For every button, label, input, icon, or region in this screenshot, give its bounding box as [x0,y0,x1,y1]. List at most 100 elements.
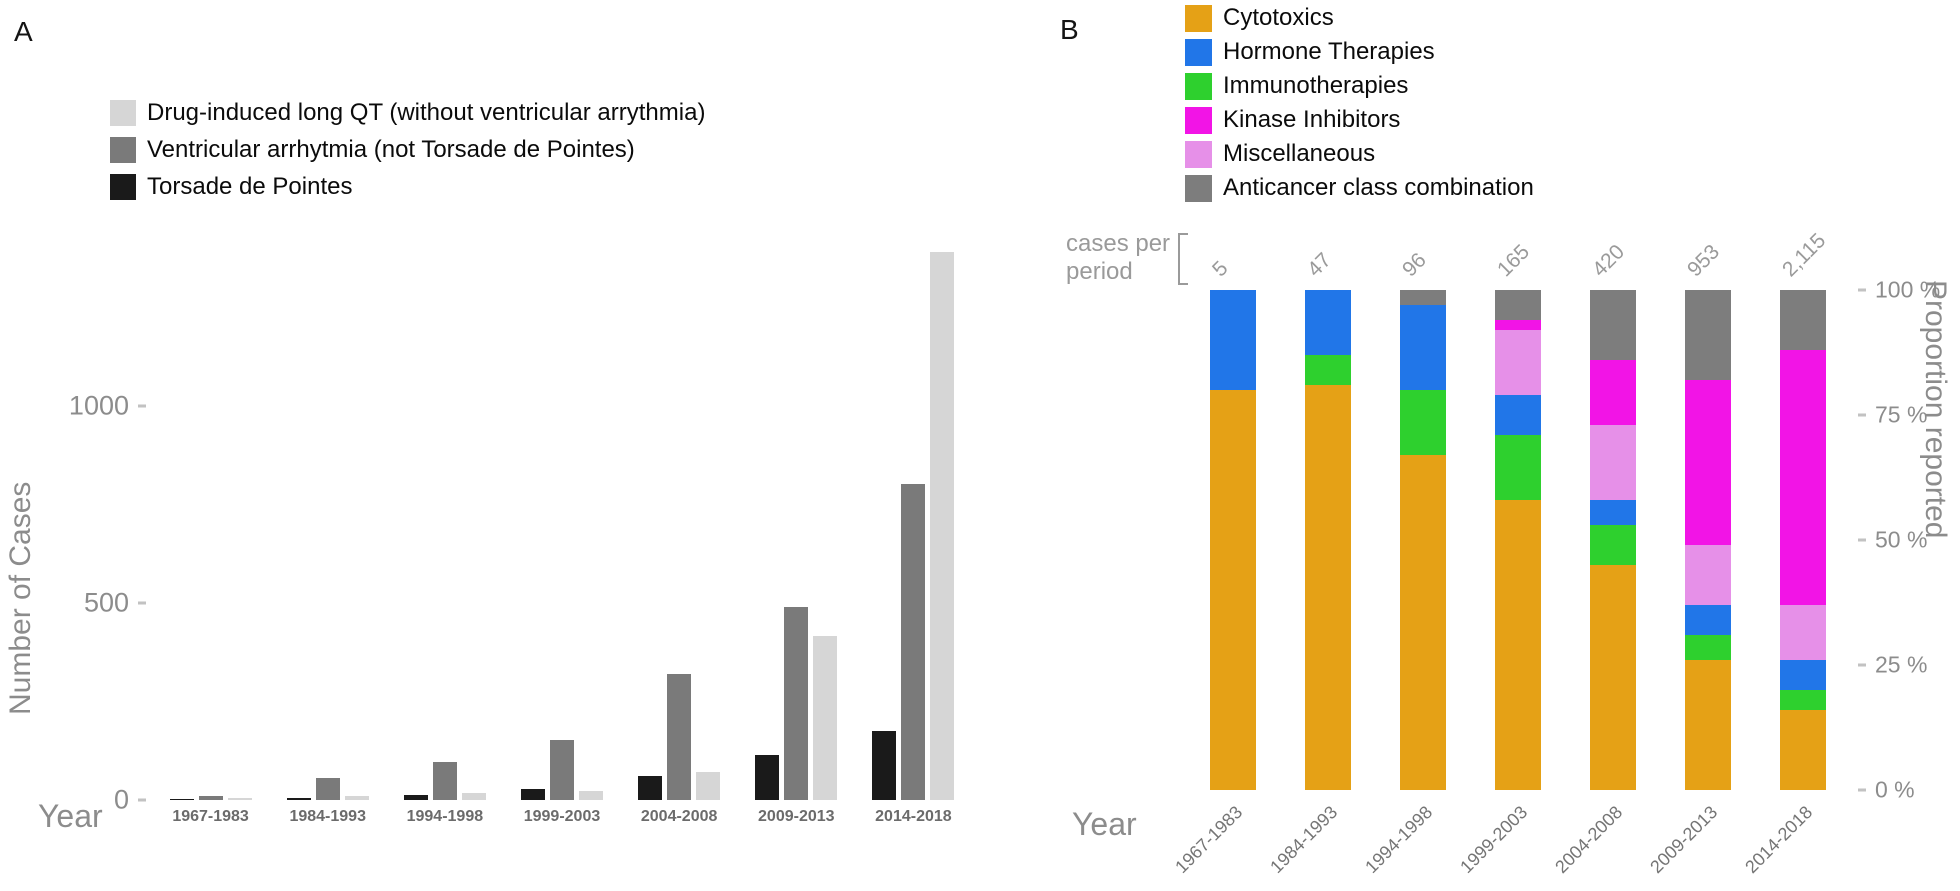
panel-b-legend: Cytotoxics Hormone Therapies Immunotherapi… [1185,4,1534,202]
legend-item-drug-induced-long-qt-without-ventricular-arrythmia: Drug-induced long QT (without ventricula… [110,99,705,127]
panel-a-x-tick-labels: 1967-1983 1984-1993 1994-1998 1999-2003 2004… [152,808,972,826]
cases-per-period-bracket [1178,233,1188,285]
bar-ventricular-arrhytmia-not-torsade-de-pointes [901,484,926,800]
panel-a-plot-area: 0 500 1000 [69,228,972,815]
x-tick-label: 2004-2008 [640,808,718,825]
x-tick-label: 1984-1993 [1266,802,1342,878]
segment-miscellaneous [1494,330,1541,395]
legend-label: Cytotoxics [1223,4,1334,31]
segment-cytotoxics [1779,710,1826,790]
segment-anticancer-class-combination [1684,290,1731,380]
segment-miscellaneous [1589,425,1636,500]
bar-group-2004-2008 [621,228,738,800]
legend-label: Torsade de Pointes [147,173,353,200]
segment-immunotherapies [1779,690,1826,710]
legend-swatch-drug-induced-long-qt-without-ventricular-arrythmia [110,100,136,126]
panel-a-label: A [14,16,33,47]
stacked-bar-2004-2008 [1589,290,1636,790]
bar-slot-1967-1983: 5 1967-1983 [1172,257,1280,877]
y-tick-label: 100 % [1875,276,1941,303]
segment-hormone-therapies [1589,500,1636,525]
x-tick-label: 1984-1993 [289,808,366,825]
cases-count: 953 [1682,240,1724,282]
bar-drug-induced-long-qt-without-ventricular-arrythmia [227,798,252,800]
tick-mark [1858,413,1866,417]
stacked-bar-1967-1983 [1209,290,1256,790]
legend-label: Kinase Inhibitors [1223,106,1401,133]
y-tick-label: 25 % [1875,651,1928,678]
legend-swatch-miscellaneous [1185,140,1212,168]
bar-slot-1999-2003: 165 1999-2003 [1457,240,1565,877]
bar-drug-induced-long-qt-without-ventricular-arrythmia [578,791,603,800]
bar-ventricular-arrhytmia-not-torsade-de-pointes [315,777,340,800]
stacked-bar-2009-2013 [1684,290,1731,790]
panel-b-right-axis-title: Proportion reported [1919,280,1952,539]
cases-per-period-label: cases per period [1066,230,1170,286]
legend-item-cytotoxics: Cytotoxics [1185,4,1534,32]
segment-hormone-therapies [1304,290,1351,355]
segment-anticancer-class-combination [1779,290,1826,350]
x-tick-label: 2014-2018 [875,808,952,825]
bar-group-1967-1983 [152,228,269,800]
cases-count: 47 [1302,248,1336,282]
segment-kinase-inhibitors [1684,380,1731,545]
legend-swatch-immunotherapies [1185,72,1212,100]
cases-per-period-line2: period [1066,258,1133,285]
stacked-bar-1984-1993 [1304,290,1351,790]
legend-item-immunotherapies: Immunotherapies [1185,72,1534,100]
tick-mark [1858,663,1866,667]
tick-mark [1858,788,1866,792]
cases-count: 2,115 [1777,228,1831,282]
x-tick-label: 1994-1998 [1361,802,1437,878]
bar-group-1994-1998 [386,228,503,800]
bar-torsade-de-pointes [755,754,780,800]
bar-drug-induced-long-qt-without-ventricular-arrythmia [344,796,369,800]
bar-drug-induced-long-qt-without-ventricular-arrythmia [696,771,721,800]
legend-label: Ventricular arrhytmia (not Torsade de Po… [147,136,635,163]
panel-b-right-axis-ticks: 100 % 75 % 50 % 25 % 0 % [1858,277,1960,803]
x-tick-label: 2009-2013 [758,808,835,825]
bar-drug-induced-long-qt-without-ventricular-arrythmia [930,251,955,800]
legend-swatch-kinase-inhibitors [1185,106,1212,134]
y-tick-label: 75 % [1875,401,1928,428]
legend-label: Miscellaneous [1223,140,1376,167]
panel-a-x-axis-title: Year [38,798,103,834]
segment-cytotoxics [1589,565,1636,790]
y-tick: 500 [84,587,152,618]
y-tick-label: 0 [113,784,129,815]
tick-mark [138,404,146,408]
panel-b-bars: 5 1967-1983 47 1984-1993 96 1994-1998 165 1999-… [1172,229,1850,877]
x-tick-label: 2004-2008 [1551,802,1627,878]
segment-kinase-inhibitors [1779,350,1826,605]
legend-item-anticancer-class-combination: Anticancer class combination [1185,174,1534,202]
bar-torsade-de-pointes [872,730,897,800]
tick-mark [1858,288,1866,292]
y-tick: 50 % [1858,527,1927,554]
bar-torsade-de-pointes [169,798,194,800]
bar-group-1999-2003 [503,228,620,800]
x-tick-label: 1967-1983 [1171,802,1247,878]
bar-drug-induced-long-qt-without-ventricular-arrythmia [461,792,486,800]
bar-ventricular-arrhytmia-not-torsade-de-pointes [198,796,223,800]
y-tick-label: 0 % [1875,776,1915,803]
bar-drug-induced-long-qt-without-ventricular-arrythmia [813,636,838,800]
x-tick-label: 1999-2003 [523,808,601,825]
bar-ventricular-arrhytmia-not-torsade-de-pointes [549,740,574,800]
segment-anticancer-class-combination [1589,290,1636,360]
legend-label: Anticancer class combination [1223,174,1534,201]
panel-b-label: B [1060,14,1079,45]
tick-mark [138,798,146,802]
bar-group-2014-2018 [855,228,972,800]
x-tick-label: 2009-2013 [1646,802,1722,878]
cases-count: 165 [1492,240,1534,282]
y-tick: 75 % [1858,402,1927,429]
x-tick-label: 1967-1983 [172,808,249,825]
segment-hormone-therapies [1684,605,1731,635]
bar-ventricular-arrhytmia-not-torsade-de-pointes [784,606,809,800]
panel-a-y-axis-title: Number of Cases [4,481,37,715]
segment-cytotoxics [1494,500,1541,790]
y-tick: 1000 [69,390,152,421]
y-tick-label: 500 [83,587,129,618]
segment-immunotherapies [1399,390,1446,455]
legend-swatch-anticancer-class-combination [1185,174,1212,202]
